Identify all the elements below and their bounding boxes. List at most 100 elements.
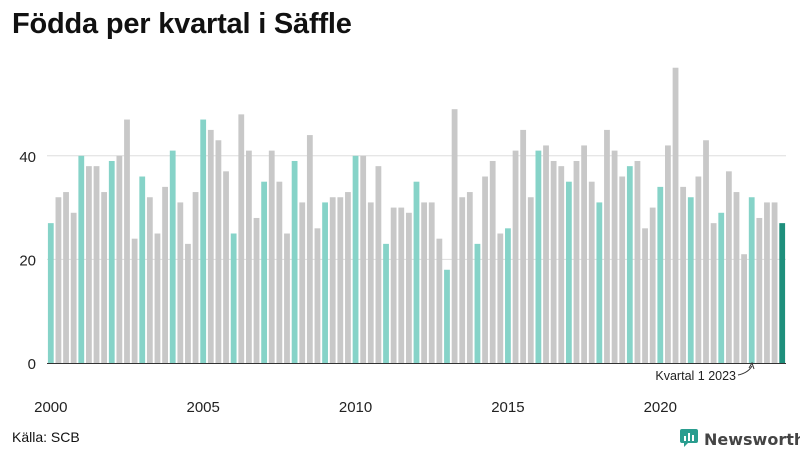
x-tick-label: 2000 [34,399,67,416]
bar [665,145,671,363]
bar [200,119,207,363]
bar [345,192,351,363]
bar [459,197,466,363]
bar [451,109,458,364]
bar [725,171,732,363]
bar [78,155,85,363]
bar [611,150,618,363]
bar [246,150,252,363]
bar [756,217,763,363]
bar [383,243,389,363]
bar [741,254,747,363]
bar [604,129,610,363]
bar [192,192,199,363]
bar [626,166,633,363]
annotation-arrow [737,365,753,376]
bar [649,207,656,363]
bar-chart-logo-icon [680,427,698,452]
bar [680,186,687,363]
bar [581,145,587,363]
bar [489,160,496,363]
bar [405,212,412,363]
bar [687,197,694,363]
source-label: Källa: SCB [12,429,80,445]
bar [223,171,229,363]
bar [291,160,298,363]
bar [596,202,603,363]
annotation-label: Kvartal 1 2023 [655,369,736,383]
bar [276,181,283,363]
bar [284,233,290,363]
bar [337,197,344,363]
bar [124,119,130,363]
bar [657,186,664,363]
bar [710,223,717,363]
bar [550,160,557,363]
bar [733,192,740,363]
bar [588,181,595,363]
bar [47,223,54,363]
bar [131,238,138,363]
y-tick-label: 0 [28,356,36,373]
bar [771,202,778,363]
bar [93,166,100,363]
bar [238,114,245,363]
bar [116,155,123,363]
annotation-arrowhead [748,361,755,370]
axes: 0 20 40 2000 2005 2010 2015 2020 [19,149,786,416]
bar [748,197,755,363]
bar [322,202,328,363]
bar [474,243,481,363]
bar [329,197,336,363]
bar [261,181,268,363]
bar [390,207,397,363]
bar [497,233,504,363]
bar [535,150,542,363]
bar [634,160,641,363]
bar [512,150,519,363]
bar [619,176,626,363]
bar [185,243,191,363]
bar [268,150,275,363]
bar [764,202,770,363]
bar [207,129,214,363]
bar [314,228,321,363]
bar [695,176,702,363]
bar [146,197,153,363]
bar [169,150,176,363]
bar [436,238,443,363]
brand-name: Newsworthy [704,430,800,449]
bar [139,176,146,363]
bar [573,160,580,363]
x-tick-label: 2020 [644,399,677,416]
bar [672,67,679,364]
bar [177,202,184,363]
bar [367,202,374,363]
annotation: Kvartal 1 2023 [655,361,755,383]
bar [428,202,435,363]
x-tick-label: 2010 [339,399,372,416]
x-tick-label: 2015 [491,399,524,416]
bar [108,160,115,363]
bar [543,145,549,363]
bar [162,186,168,363]
bar [565,181,572,363]
bar [101,192,108,363]
bar [86,166,92,363]
bar [253,217,260,363]
bar [154,233,161,363]
bar [299,202,306,363]
bar [703,140,709,363]
y-tick-label: 20 [19,252,36,269]
bar [375,166,382,363]
bar [413,181,420,363]
bar [421,202,428,363]
bar [215,140,222,363]
brand-logo[interactable]: Newsworthy [680,427,800,452]
bar [718,212,725,363]
bar [306,135,313,363]
bar [642,228,648,363]
bar [466,192,473,363]
bar [70,212,77,363]
